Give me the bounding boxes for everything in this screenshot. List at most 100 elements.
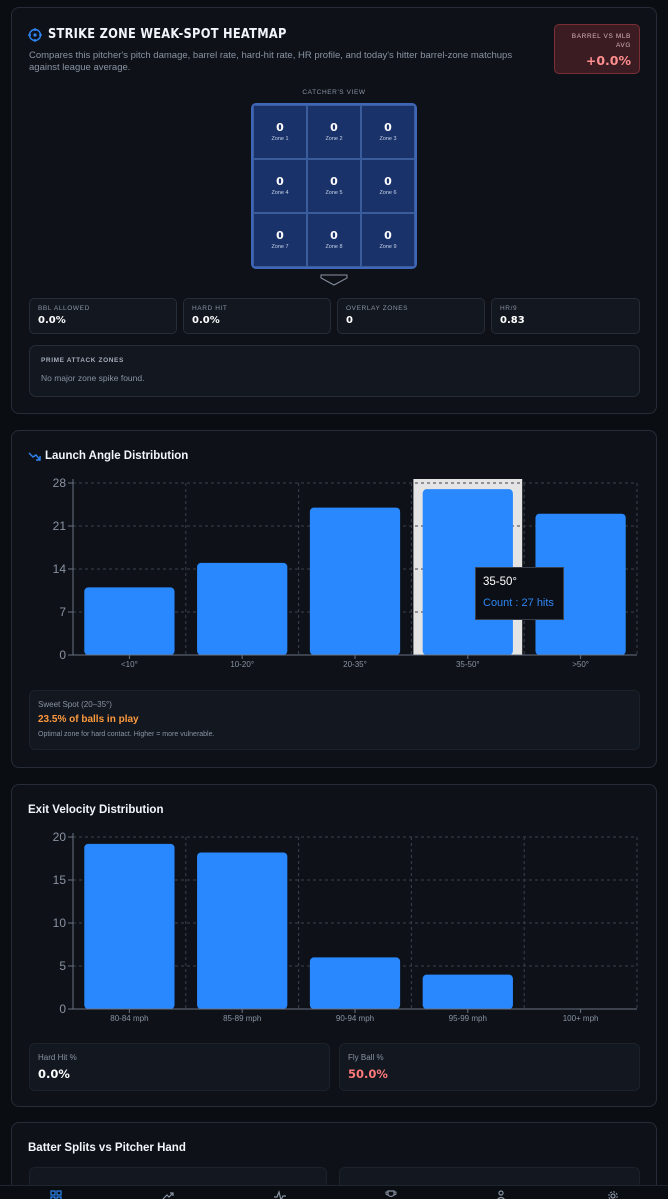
barrel-vs-mlb-label: BARREL VS MLB AVG <box>571 33 631 49</box>
y-tick-label: 7 <box>59 605 66 619</box>
bar <box>309 957 401 1009</box>
zone-label: Zone 8 <box>325 244 343 250</box>
nav-trends[interactable] <box>161 1190 175 1199</box>
x-tick-label: 10-20° <box>230 660 254 669</box>
zone-cell[interactable]: 0 Zone 4 <box>253 159 307 213</box>
sweet-spot-panel: Sweet Spot (20–35°) 23.5% of balls in pl… <box>29 690 640 750</box>
nav-activity[interactable] <box>273 1190 287 1199</box>
launch-angle-chart: 0 7 14 21 28 <10° 10-20° 20-35° 35-50° >50° <box>53 476 638 669</box>
tooltip-title: 35-50° <box>483 576 518 588</box>
x-tick-label: 80-84 mph <box>110 1014 148 1023</box>
barrel-vs-mlb-value: +0.0% <box>585 53 631 68</box>
zone-label: Zone 6 <box>379 190 397 196</box>
batter-splits-title: Batter Splits vs Pitcher Hand <box>28 1142 186 1154</box>
zone-cell[interactable]: 0 Zone 9 <box>361 213 415 267</box>
x-tick-label: 20-35° <box>343 660 367 669</box>
nav-leaderboard[interactable] <box>384 1190 398 1199</box>
exit-velocity-card: Exit Velocity Distribution 0 5 10 15 20 80-84… <box>11 784 657 1107</box>
fly-ball-value: 50.0% <box>348 1067 388 1081</box>
stat-label: OVERLAY ZONES <box>346 305 409 312</box>
stat-overlay-zones: OVERLAY ZONES 0 <box>337 298 485 334</box>
x-tick-label: 100+ mph <box>563 1014 599 1023</box>
exit-velocity-chart: 0 5 10 15 20 80-84 mph 85-89 mph 90-94 mph 95-99… <box>53 830 638 1023</box>
bottom-nav <box>0 1185 668 1199</box>
zone-label: Zone 9 <box>379 244 397 250</box>
y-tick-label: 5 <box>59 959 66 973</box>
strike-zone-grid: 0 Zone 1 0 Zone 2 0 Zone 3 0 Zone 4 0 Zone 5 … <box>251 103 417 269</box>
sweet-spot-note: Optimal zone for hard contact. Higher = … <box>38 731 215 738</box>
y-tick-label: 0 <box>59 648 66 662</box>
stat-value: 0.0% <box>192 315 220 326</box>
stat-bbl-allowed: BBL ALLOWED 0.0% <box>29 298 177 334</box>
sweet-spot-label: Sweet Spot (20–35°) <box>38 700 112 709</box>
nav-players[interactable] <box>495 1190 509 1199</box>
zone-cell[interactable]: 0 Zone 3 <box>361 105 415 159</box>
y-tick-label: 21 <box>53 519 67 533</box>
trending-up-icon <box>162 1192 174 1199</box>
crosshair-icon <box>28 28 42 42</box>
settings-icon <box>608 1191 618 1199</box>
chart-tooltip: 35-50° Count : 27 hits <box>475 567 564 620</box>
zone-value: 0 <box>276 175 284 188</box>
x-tick-label: 95-99 mph <box>449 1014 487 1023</box>
zone-cell[interactable]: 0 Zone 2 <box>307 105 361 159</box>
nav-settings[interactable] <box>606 1190 620 1199</box>
hard-hit-label: Hard Hit % <box>38 1053 77 1062</box>
trending-down-icon <box>28 452 41 461</box>
bar <box>422 974 513 1009</box>
tooltip-value: Count : 27 hits <box>483 597 554 609</box>
prime-attack-zones-message: No major zone spike found. <box>41 373 145 383</box>
y-tick-label: 10 <box>53 916 67 930</box>
x-tick-label: 90-94 mph <box>336 1014 374 1023</box>
zone-cell[interactable]: 0 Zone 5 <box>307 159 361 213</box>
trophy-icon <box>385 1190 397 1198</box>
zone-label: Zone 3 <box>379 136 397 142</box>
fly-ball-label: Fly Ball % <box>348 1053 384 1062</box>
y-tick-label: 28 <box>53 476 67 490</box>
stat-label: HR/9 <box>500 305 518 312</box>
sweet-spot-value: 23.5% of balls in play <box>38 714 139 725</box>
zone-value: 0 <box>384 175 392 188</box>
x-tick-label: 85-89 mph <box>223 1014 261 1023</box>
zone-value: 0 <box>330 175 338 188</box>
strike-zone-subtitle: Compares this pitcher's pitch damage, ba… <box>29 50 513 73</box>
strike-zone-card: STRIKE ZONE WEAK-SPOT HEATMAP Compares t… <box>11 7 657 414</box>
y-tick-label: 20 <box>53 830 67 844</box>
stat-hard-hit: HARD HIT 0.0% <box>183 298 331 334</box>
zone-value: 0 <box>330 229 338 242</box>
stat-label: BBL ALLOWED <box>38 305 90 312</box>
strike-zone-title: STRIKE ZONE WEAK-SPOT HEATMAP <box>48 27 287 42</box>
zone-label: Zone 2 <box>325 136 343 142</box>
zone-label: Zone 7 <box>271 244 289 250</box>
launch-angle-title: Launch Angle Distribution <box>45 450 189 462</box>
zone-value: 0 <box>384 229 392 242</box>
x-tick-label: 35-50° <box>456 660 480 669</box>
prime-attack-zones-panel: PRIME ATTACK ZONES No major zone spike f… <box>29 345 640 397</box>
users-icon <box>497 1190 505 1199</box>
activity-icon <box>274 1190 286 1199</box>
y-tick-label: 0 <box>59 1002 66 1016</box>
zone-cell[interactable]: 0 Zone 8 <box>307 213 361 267</box>
zone-cell[interactable]: 0 Zone 7 <box>253 213 307 267</box>
bar <box>84 587 175 655</box>
stat-label: HARD HIT <box>192 305 228 312</box>
zone-cell[interactable]: 0 Zone 6 <box>361 159 415 213</box>
zone-label: Zone 5 <box>325 190 343 196</box>
barrel-vs-mlb-badge: BARREL VS MLB AVG +0.0% <box>554 24 640 74</box>
catchers-view-label: CATCHER'S VIEW <box>302 89 366 96</box>
nav-dashboard[interactable] <box>49 1190 63 1199</box>
zone-label: Zone 1 <box>271 136 289 142</box>
hard-hit-panel: Hard Hit % 0.0% <box>29 1043 330 1091</box>
prime-attack-zones-title: PRIME ATTACK ZONES <box>41 357 124 364</box>
bar <box>309 507 401 655</box>
zone-cell[interactable]: 0 Zone 1 <box>253 105 307 159</box>
zone-value: 0 <box>276 229 284 242</box>
stat-hr-per-9: HR/9 0.83 <box>491 298 640 334</box>
home-plate-icon <box>320 274 348 286</box>
bar <box>197 852 288 1009</box>
y-tick-label: 14 <box>53 562 67 576</box>
zone-value: 0 <box>384 121 392 134</box>
x-tick-label: >50° <box>572 660 589 669</box>
zone-value: 0 <box>276 121 284 134</box>
zone-label: Zone 4 <box>271 190 289 196</box>
